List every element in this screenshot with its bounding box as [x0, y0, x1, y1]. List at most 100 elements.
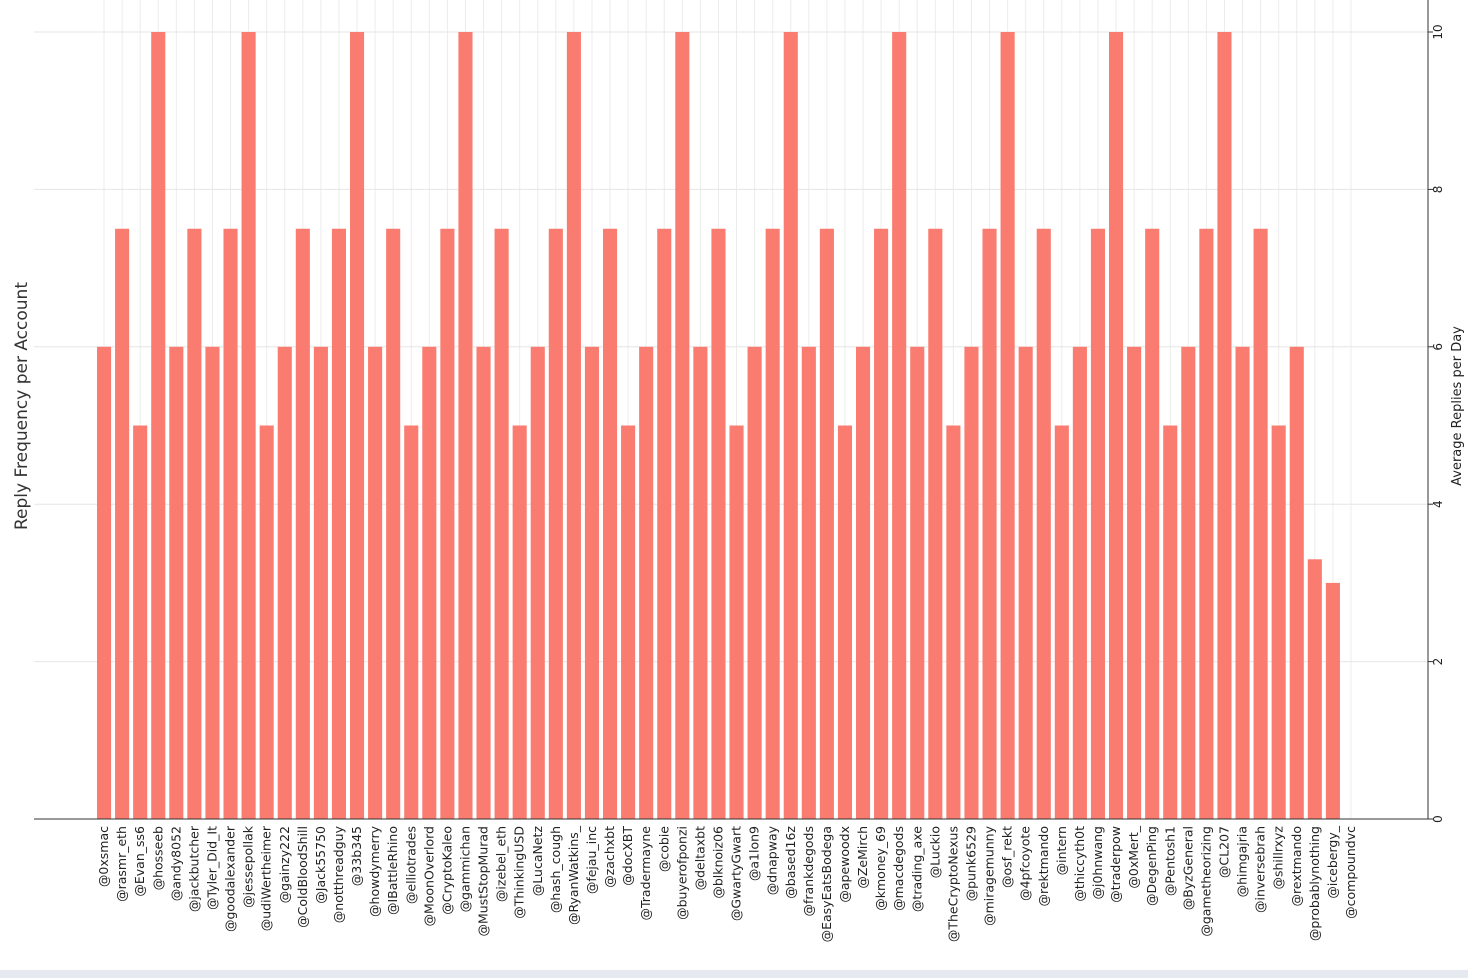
- x-tick-label: @osf_rekt: [1000, 826, 1015, 888]
- x-tick-label: @inversebrah: [1253, 826, 1268, 913]
- x-tick-label: @DegenPing: [1144, 826, 1159, 906]
- bar-traderpow: [1108, 32, 1124, 819]
- bar-ZeMirch: [855, 346, 871, 819]
- x-tick-label: @punk6529: [963, 826, 978, 901]
- x-tick-label: @jackbutcher: [186, 825, 201, 912]
- x-tick-label: @ColdBloodShill: [295, 826, 310, 928]
- bars-group: [96, 32, 1340, 819]
- bar-macdegods: [892, 32, 907, 819]
- x-tick-label: @CL207: [1216, 826, 1231, 878]
- x-tick-label: @CryptoKaleo: [439, 826, 454, 915]
- x-tick-label: @ZeMirch: [855, 826, 870, 889]
- bar-rextmando: [1289, 346, 1304, 819]
- x-tick-label: @cobie: [656, 826, 671, 872]
- bar-MoonOverlord: [422, 346, 437, 819]
- x-tick-label: @macdegods: [891, 826, 906, 911]
- x-tick-label: @probablynothing: [1307, 826, 1322, 941]
- bar-4pfcoyote: [1018, 346, 1033, 819]
- x-tick-label: @zachxbt: [602, 826, 617, 888]
- bar-gammichan: [458, 32, 473, 819]
- bar-Evan_ss6: [133, 425, 148, 819]
- x-tick-label: @j0hnwang: [1090, 826, 1105, 900]
- bar-osf_rekt: [1000, 32, 1015, 819]
- bar-andy8052: [169, 346, 184, 819]
- bar-gainzy222: [277, 346, 292, 819]
- x-tick-label: @TheCryptoNexus: [945, 826, 960, 942]
- bar-trading_axe: [910, 346, 925, 819]
- x-tick-label: @andy8052: [168, 826, 183, 901]
- bar-buyerofponzi: [675, 32, 690, 819]
- x-tick-label: @33b345: [349, 826, 364, 886]
- x-tick-label: @hosseeb: [150, 826, 165, 890]
- bar-probablynothing: [1307, 559, 1322, 819]
- bar-RyanWatkins_: [566, 32, 581, 819]
- bar-dnapway: [765, 228, 780, 819]
- bar-Luckio: [928, 228, 943, 819]
- bar-frankdegods: [801, 346, 816, 819]
- bar-Jack55750: [313, 346, 328, 819]
- x-tick-label: @rextmando: [1289, 826, 1304, 906]
- x-tick-label: @Pentosh1: [1162, 826, 1177, 896]
- bar-33b345: [349, 32, 365, 819]
- x-tick-label: @blknoiz06: [710, 826, 725, 899]
- bar-himgajria: [1235, 346, 1250, 819]
- bar-jackbutcher: [187, 228, 202, 819]
- x-tick-label: @IBattleRhino: [385, 826, 400, 915]
- x-tick-label: @goodalexander: [223, 825, 238, 932]
- x-tick-label: @jessepollak: [241, 825, 256, 908]
- y-ticks-group: 0 2 4 6 8 10: [1428, 24, 1445, 823]
- bar-kmoney_69: [874, 228, 889, 819]
- bar-hash_cough: [548, 228, 563, 819]
- x-tick-label: @kmoney_69: [873, 826, 888, 911]
- y-tick-label: 6: [1431, 343, 1445, 351]
- bar-jessepollak: [241, 32, 256, 819]
- x-tick-label: @gametheorizing: [1198, 826, 1213, 937]
- x-tick-label: @MustStopMurad: [476, 826, 491, 936]
- bar-CL207: [1217, 32, 1232, 819]
- bar-Pentosh1: [1163, 425, 1178, 819]
- x-tick-label: @gainzy222: [277, 826, 292, 903]
- bar-izebel_eth: [494, 228, 509, 819]
- x-tick-label: @buyerofponzi: [674, 826, 689, 920]
- bar-goodalexander: [223, 228, 238, 819]
- bar-zachxbt: [602, 228, 618, 819]
- bar-0xMert_: [1127, 346, 1142, 819]
- x-tick-label: @RyanWatkins_: [566, 825, 581, 925]
- x-tick-label: @miragemunny: [982, 825, 997, 926]
- x-tick-label: @EasyEatsBodega: [819, 826, 834, 942]
- bar-miragemunny: [982, 228, 997, 819]
- x-tick-label: @0xMert_: [1126, 825, 1141, 888]
- x-tick-label: @notthreadguy: [331, 825, 346, 923]
- x-tick-label: @docXBT: [620, 826, 635, 886]
- bar-ColdBloodShill: [295, 228, 310, 819]
- footer-strip: [0, 970, 1468, 978]
- x-tick-label: @rasmr_eth: [114, 826, 129, 902]
- bar-MustStopMurad: [476, 346, 491, 819]
- x-tick-label: @Jack55750: [313, 826, 328, 904]
- x-tick-label: @compoundvc: [1343, 826, 1358, 919]
- bar-blknoiz06: [711, 228, 726, 819]
- x-tick-label: @ByzGeneral: [1180, 826, 1195, 910]
- x-tick-label: @Evan_ss6: [132, 826, 147, 897]
- bar-rektmando: [1036, 228, 1051, 819]
- bar-shillrxyz: [1271, 425, 1286, 819]
- x-tick-label: @izebel_eth: [494, 826, 509, 902]
- x-tick-label: @himgajria: [1235, 826, 1250, 897]
- bar-inversebrah: [1253, 228, 1268, 819]
- x-tick-label: @dnapway: [765, 825, 780, 895]
- x-tick-label: @deltaxbt: [692, 826, 707, 890]
- bar-rasmr_eth: [115, 228, 130, 819]
- bar-apewoodx: [837, 425, 853, 819]
- bar-punk6529: [964, 346, 979, 819]
- bar-LucaNetz: [530, 346, 545, 819]
- y-tick-label: 8: [1431, 186, 1445, 194]
- x-tick-label: @udiWertheimer: [259, 825, 274, 931]
- bar-cobie: [657, 228, 672, 819]
- bar-Tradermayne: [639, 346, 654, 819]
- bar-thiccyth0t: [1072, 346, 1087, 819]
- x-tick-label: @traderpow: [1108, 826, 1123, 903]
- x-tick-label: @Tyler_Did_It: [204, 826, 219, 910]
- bar-j0hnwang: [1090, 228, 1106, 819]
- bar-hosseeb: [151, 32, 166, 819]
